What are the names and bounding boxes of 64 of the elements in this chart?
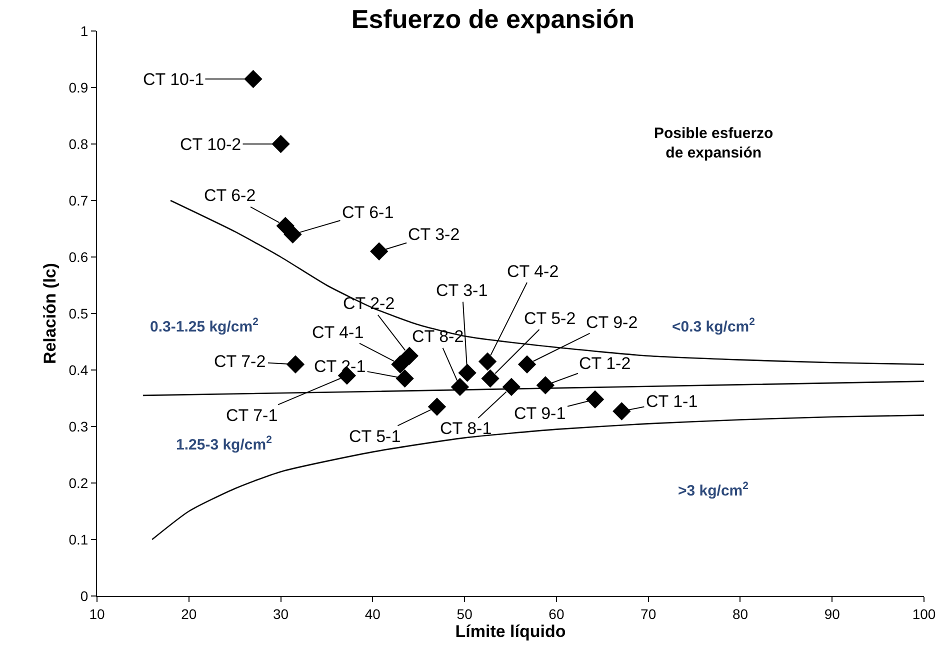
annotation: CT 6-2 <box>204 186 256 205</box>
x-tick-label: 20 <box>181 606 197 622</box>
point <box>284 225 302 244</box>
point <box>612 402 631 420</box>
x-axis-title: Límite líquido <box>455 622 566 641</box>
annotation: CT 4-2 <box>507 262 559 281</box>
annotation: CT 6-1 <box>342 203 394 222</box>
annotation: CT 9-1 <box>514 404 566 423</box>
x-tick-label: 50 <box>456 606 473 622</box>
annotation: Posible esfuerzo de expansión <box>654 125 774 162</box>
point <box>391 355 410 374</box>
annotation: 1.25-3 kg/cm$^{2}$ <box>176 434 272 454</box>
point <box>518 355 536 374</box>
annotation: >3 kg/cm$^{2}$ <box>678 480 749 500</box>
annotation: CT 8-1 <box>440 419 492 438</box>
x-tick-label: 60 <box>548 606 564 622</box>
annotation: <0.3 kg/cm$^{2}$ <box>672 316 756 336</box>
annotation: CT 5-1 <box>349 427 401 446</box>
y-tick-label: 0.5 <box>68 305 88 322</box>
y-tick-label: 0.3 <box>68 418 88 434</box>
annotation: CT 4-1 <box>312 323 364 342</box>
point <box>478 352 497 371</box>
annotation: CT 1-2 <box>579 354 631 373</box>
y-tick-label: 0.1 <box>68 531 88 548</box>
annotation: CT 7-1 <box>226 406 278 425</box>
point <box>481 369 500 388</box>
y-tick-label: 0.8 <box>68 136 88 152</box>
y-tick-label: 0.9 <box>68 79 88 96</box>
x-tick-label: 100 <box>912 606 936 622</box>
y-tick-label: 0.2 <box>68 474 88 491</box>
x-tick-label: 90 <box>824 606 840 622</box>
point <box>502 378 521 396</box>
x-tick-label: 70 <box>640 606 656 622</box>
annotation: CT 3-2 <box>408 225 460 244</box>
point <box>276 216 294 236</box>
point <box>272 134 290 154</box>
annotation: CT 1-1 <box>646 392 698 411</box>
annotation: 0.3-1.25 kg/cm$^{2}$ <box>150 316 259 336</box>
annotation: CT 10-1 <box>143 70 204 89</box>
x-tick-label: 40 <box>364 606 381 622</box>
point <box>450 378 470 396</box>
annotation: CT 3-1 <box>436 281 488 300</box>
point <box>458 364 476 382</box>
y-tick-label: 0.6 <box>68 248 88 265</box>
x-tick-label: 80 <box>732 606 748 622</box>
annotation: CT 10-2 <box>180 135 242 154</box>
chart-title: Esfuerzo de expansión <box>351 4 635 34</box>
y-tick-label: 0 <box>80 588 88 604</box>
annotation: CT 9-2 <box>586 313 638 332</box>
y-tick-label: 1 <box>80 22 88 39</box>
point <box>586 390 604 408</box>
y-tick-label: 0.7 <box>68 192 88 208</box>
point <box>396 369 414 388</box>
annotation: CT 5-2 <box>524 309 576 328</box>
y-axis-title: Relación (lc) <box>40 262 60 364</box>
point <box>244 70 262 88</box>
point <box>400 346 419 365</box>
y-tick-label: 0.4 <box>68 362 88 378</box>
x-tick-label: 30 <box>272 606 289 622</box>
point <box>428 398 446 416</box>
point <box>286 355 305 374</box>
point <box>370 242 388 260</box>
x-tick-label: 10 <box>89 606 105 622</box>
annotation: CT 7-2 <box>214 352 266 371</box>
